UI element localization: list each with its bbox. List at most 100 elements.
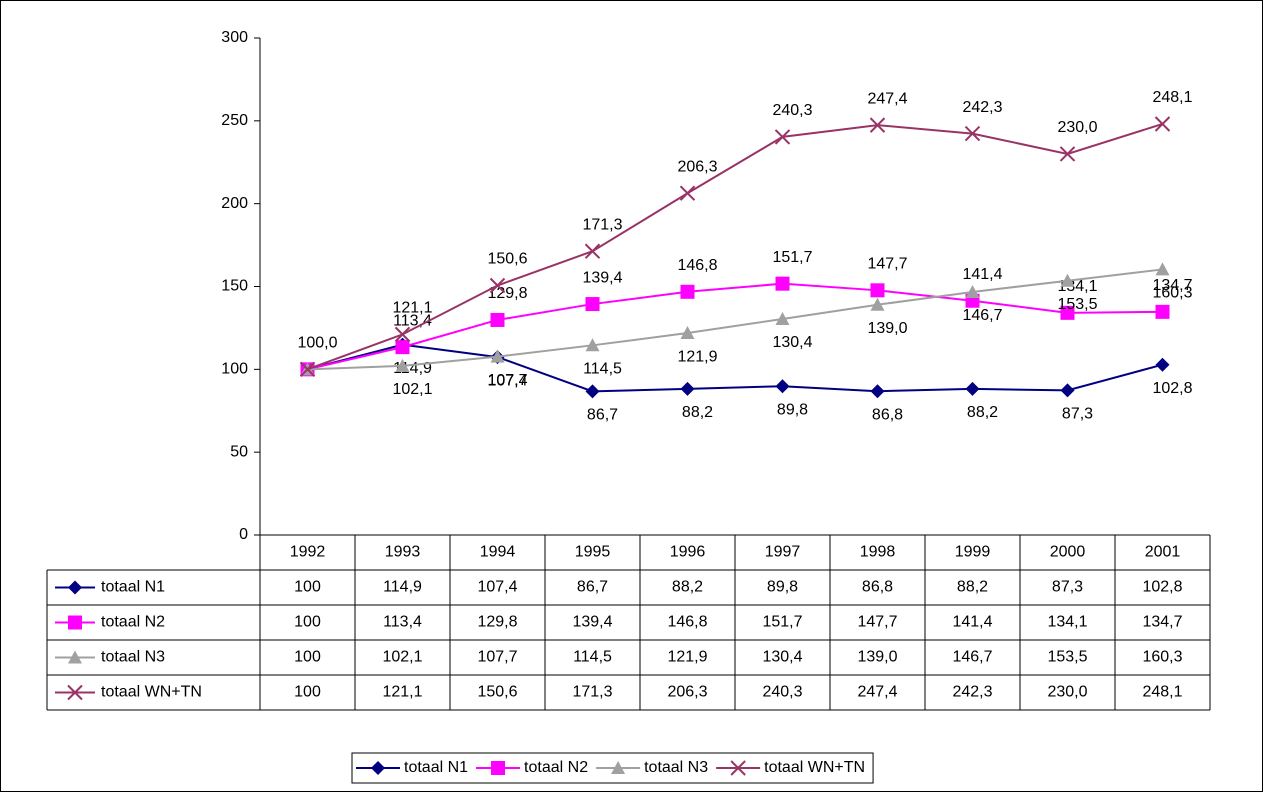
table-cell: 121,9 bbox=[667, 649, 707, 666]
table-cell: 153,5 bbox=[1047, 649, 1087, 666]
data-point bbox=[1155, 262, 1170, 276]
table-cell: 230,0 bbox=[1047, 684, 1087, 701]
data-label: 206,3 bbox=[677, 158, 717, 175]
table-cell: 113,4 bbox=[383, 614, 422, 631]
x-tick-label: 1998 bbox=[860, 544, 896, 561]
data-label: 107,4 bbox=[487, 372, 527, 389]
data-label: 86,7 bbox=[587, 407, 618, 424]
table-cell: 134,1 bbox=[1047, 614, 1087, 631]
data-point bbox=[775, 311, 790, 325]
y-tick-label: 250 bbox=[221, 112, 248, 129]
data-point bbox=[964, 125, 981, 142]
table-cell: 151,7 bbox=[762, 614, 802, 631]
x-tick-label: 1999 bbox=[955, 544, 991, 561]
table-cell: 147,7 bbox=[857, 614, 897, 631]
table-cell: 89,8 bbox=[767, 579, 798, 596]
data-label: 114,5 bbox=[583, 361, 622, 378]
legend-label: totaal N3 bbox=[644, 759, 708, 776]
data-label: 139,4 bbox=[582, 269, 622, 286]
data-point bbox=[299, 361, 316, 378]
data-label: 102,8 bbox=[1152, 380, 1192, 397]
table-cell: 87,3 bbox=[1052, 579, 1083, 596]
table-row-label: totaal N3 bbox=[101, 649, 165, 666]
data-label: 230,0 bbox=[1057, 119, 1097, 136]
table-cell: 100 bbox=[294, 614, 321, 631]
data-point bbox=[1060, 383, 1075, 398]
data-label: 100,0 bbox=[297, 335, 337, 352]
data-point bbox=[1154, 116, 1171, 132]
table-cell: 141,4 bbox=[952, 614, 992, 631]
data-point bbox=[965, 381, 980, 396]
data-label: 102,1 bbox=[392, 381, 432, 398]
table-cell: 88,2 bbox=[957, 579, 988, 596]
table-cell: 139,4 bbox=[572, 614, 612, 631]
table-row-label: totaal N2 bbox=[101, 614, 165, 631]
legend-marker bbox=[611, 761, 626, 774]
table-legend-marker bbox=[68, 580, 82, 595]
legend-marker bbox=[730, 760, 746, 776]
table-cell: 134,7 bbox=[1142, 614, 1182, 631]
table-legend-marker bbox=[68, 650, 82, 664]
table-cell: 102,8 bbox=[1142, 579, 1182, 596]
legend-label: totaal N2 bbox=[524, 759, 588, 776]
table-cell: 114,9 bbox=[383, 579, 422, 596]
table-legend-marker bbox=[67, 684, 83, 701]
data-point bbox=[584, 243, 601, 259]
data-label: 151,7 bbox=[772, 249, 812, 266]
table-cell: 88,2 bbox=[672, 579, 703, 596]
table-cell: 242,3 bbox=[952, 684, 992, 701]
data-label: 150,6 bbox=[487, 251, 527, 268]
data-point bbox=[585, 384, 600, 399]
data-label: 146,7 bbox=[962, 307, 1002, 324]
series-line bbox=[307, 282, 1163, 371]
y-tick-label: 0 bbox=[239, 526, 248, 543]
table-cell: 100 bbox=[294, 579, 321, 596]
table-cell: 100 bbox=[294, 649, 321, 666]
table-cell: 240,3 bbox=[762, 684, 802, 701]
data-point bbox=[1059, 146, 1076, 162]
legend-marker bbox=[371, 761, 385, 775]
data-point bbox=[1060, 273, 1075, 287]
data-point bbox=[869, 117, 886, 133]
table-legend-marker bbox=[68, 615, 82, 630]
x-tick-label: 1997 bbox=[765, 544, 801, 561]
x-tick-label: 1995 bbox=[575, 544, 611, 561]
table-cell: 206,3 bbox=[667, 684, 707, 701]
table-cell: 102,1 bbox=[382, 649, 422, 666]
data-point bbox=[870, 297, 885, 311]
data-point bbox=[680, 326, 695, 340]
legend-marker bbox=[491, 761, 506, 775]
data-label: 86,8 bbox=[872, 406, 903, 423]
data-label: 242,3 bbox=[962, 99, 1002, 116]
data-label: 160,3 bbox=[1152, 285, 1192, 302]
table-cell: 248,1 bbox=[1142, 684, 1182, 701]
data-label: 240,3 bbox=[772, 102, 812, 119]
data-point bbox=[395, 358, 410, 372]
data-label: 147,7 bbox=[867, 256, 907, 273]
data-point bbox=[585, 297, 600, 312]
table-cell: 86,8 bbox=[862, 579, 893, 596]
table-cell: 139,0 bbox=[857, 649, 897, 666]
legend-label: totaal WN+TN bbox=[764, 759, 865, 776]
data-point bbox=[1155, 304, 1170, 319]
y-tick-label: 200 bbox=[221, 195, 248, 212]
series-line bbox=[307, 343, 1163, 393]
y-tick-label: 300 bbox=[221, 29, 248, 46]
data-point bbox=[679, 185, 696, 201]
x-tick-label: 1996 bbox=[670, 544, 706, 561]
data-point bbox=[775, 379, 790, 394]
table-cell: 121,1 bbox=[382, 684, 422, 701]
data-point bbox=[585, 338, 600, 352]
table-cell: 114,5 bbox=[573, 649, 612, 666]
data-label: 141,4 bbox=[962, 266, 1002, 283]
data-label: 121,1 bbox=[392, 300, 432, 317]
table-cell: 247,4 bbox=[857, 684, 897, 701]
table-cell: 146,8 bbox=[667, 614, 707, 631]
data-label: 88,2 bbox=[967, 404, 998, 421]
table-row-label: totaal WN+TN bbox=[101, 684, 202, 701]
data-point bbox=[394, 326, 411, 343]
data-label: 88,2 bbox=[682, 404, 713, 421]
data-label: 247,4 bbox=[867, 90, 907, 107]
data-label: 130,4 bbox=[772, 334, 812, 351]
